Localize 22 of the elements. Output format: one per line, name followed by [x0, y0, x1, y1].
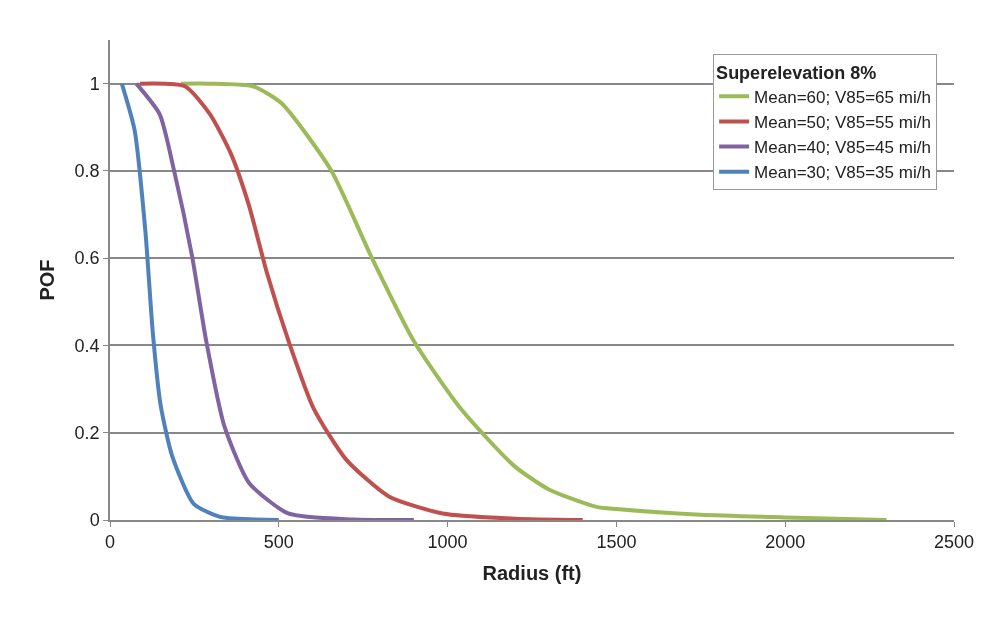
x-tick-label: 0	[104, 532, 116, 553]
x-tick-label: 500	[263, 532, 294, 553]
legend-label: Mean=30; V85=35 mi/h	[754, 163, 931, 183]
line-series	[134, 81, 416, 520]
line-series	[138, 81, 585, 520]
y-tick-label: 1	[89, 73, 100, 94]
x-axis-title: Radius (ft)	[482, 562, 582, 585]
x-tick-label: 1000	[427, 532, 468, 553]
y-tick-label: 0.6	[74, 248, 100, 269]
legend-label: Mean=50; V85=55 mi/h	[754, 113, 931, 133]
y-tick-label: 0.4	[74, 335, 100, 356]
legend-title: Superelevation 8%	[716, 62, 877, 83]
y-tick-label: 0.2	[74, 423, 100, 444]
x-tick-label: 2500	[933, 532, 975, 553]
line-series	[119, 81, 281, 520]
y-axis-title: POF	[35, 259, 58, 301]
legend-label: Mean=40; V85=45 mi/h	[754, 138, 931, 158]
y-tick-label: 0.8	[74, 161, 100, 182]
y-tick-label: 0	[89, 510, 100, 531]
x-tick-label: 2000	[765, 532, 806, 553]
x-tick-label: 1500	[596, 532, 637, 553]
legend-label: Mean=60; V85=65 mi/h	[754, 87, 931, 107]
